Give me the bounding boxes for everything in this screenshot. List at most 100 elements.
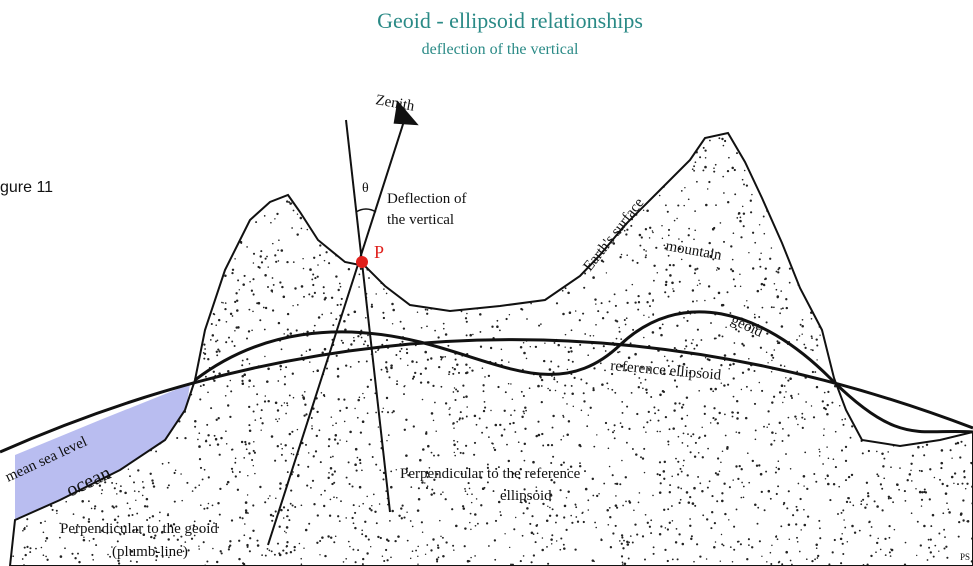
stipple-dot <box>300 217 303 220</box>
stipple-dot <box>58 241 60 243</box>
stipple-dot <box>305 141 307 143</box>
stipple-dot <box>791 397 793 399</box>
stipple-dot <box>383 288 385 290</box>
stipple-dot <box>961 313 963 315</box>
stipple-dot <box>441 264 443 266</box>
stipple-dot <box>603 345 605 347</box>
stipple-dot <box>889 305 891 307</box>
perp-geoid-label: Perpendicular to the geoid <box>60 521 218 537</box>
stipple-dot <box>354 463 357 466</box>
stipple-dot <box>581 410 583 412</box>
stipple-dot <box>153 485 155 487</box>
stipple-dot <box>748 143 750 145</box>
stipple-dot <box>162 463 164 465</box>
stipple-dot <box>629 501 631 503</box>
stipple-dot <box>589 335 591 337</box>
stipple-dot <box>455 389 457 391</box>
stipple-dot <box>730 546 732 548</box>
stipple-dot <box>530 244 533 247</box>
stipple-dot <box>764 233 766 235</box>
stipple-dot <box>764 193 766 195</box>
stipple-dot <box>930 402 931 403</box>
stipple-dot <box>861 237 863 239</box>
stipple-dot <box>68 233 70 235</box>
stipple-dot <box>860 209 862 211</box>
stipple-dot <box>724 414 726 416</box>
stipple-dot <box>866 504 868 506</box>
stipple-dot <box>704 413 706 415</box>
stipple-dot <box>270 222 272 224</box>
stipple-dot <box>754 370 756 372</box>
stipple-dot <box>540 235 542 237</box>
stipple-dot <box>286 526 289 529</box>
stipple-dot <box>790 468 792 470</box>
stipple-dot <box>966 365 968 367</box>
stipple-dot <box>211 323 213 325</box>
stipple-dot <box>220 147 222 149</box>
stipple-dot <box>552 427 554 429</box>
stipple-dot <box>606 213 608 215</box>
stipple-dot <box>77 213 79 215</box>
stipple-dot <box>410 558 411 559</box>
stipple-dot <box>741 497 743 499</box>
stipple-dot <box>869 250 871 252</box>
stipple-dot <box>468 136 470 138</box>
stipple-dot <box>357 417 359 419</box>
stipple-dot <box>312 284 314 286</box>
stipple-dot <box>845 180 847 182</box>
stipple-dot <box>313 371 314 372</box>
stipple-dot <box>7 417 9 419</box>
stipple-dot <box>45 328 47 330</box>
stipple-dot <box>175 470 177 472</box>
stipple-dot <box>635 165 637 167</box>
stipple-dot <box>664 356 666 358</box>
stipple-dot <box>609 150 611 152</box>
stipple-dot <box>825 226 827 228</box>
stipple-dot <box>403 517 405 519</box>
stipple-dot <box>366 496 368 498</box>
stipple-dot <box>531 515 533 517</box>
stipple-dot <box>575 516 577 518</box>
stipple-dot <box>805 401 807 403</box>
stipple-dot <box>365 317 367 319</box>
stipple-dot <box>850 265 852 267</box>
stipple-dot <box>168 462 170 464</box>
stipple-dot <box>261 409 263 411</box>
stipple-dot <box>488 293 490 295</box>
stipple-dot <box>716 500 718 502</box>
stipple-dot <box>771 143 773 145</box>
stipple-dot <box>369 507 371 509</box>
stipple-dot <box>715 204 717 206</box>
stipple-dot <box>278 239 280 241</box>
stipple-dot <box>909 227 911 229</box>
stipple-dot <box>919 491 922 494</box>
stipple-dot <box>264 329 266 331</box>
stipple-dot <box>592 495 594 497</box>
stipple-dot <box>672 520 674 522</box>
stipple-dot <box>757 523 759 525</box>
stipple-dot <box>915 198 916 199</box>
stipple-dot <box>441 280 443 282</box>
stipple-dot <box>354 527 356 529</box>
stipple-dot <box>795 132 797 134</box>
stipple-dot <box>887 409 889 411</box>
stipple-dot <box>771 306 773 308</box>
stipple-dot <box>717 457 719 459</box>
stipple-dot <box>889 537 891 539</box>
stipple-dot <box>427 359 429 361</box>
stipple-dot <box>11 218 13 220</box>
stipple-dot <box>877 312 879 314</box>
stipple-dot <box>835 191 837 193</box>
stipple-dot <box>816 345 818 347</box>
stipple-dot <box>529 207 531 209</box>
stipple-dot <box>293 261 295 263</box>
stipple-dot <box>636 151 639 154</box>
stipple-dot <box>748 358 750 360</box>
stipple-dot <box>428 155 430 157</box>
stipple-dot <box>889 551 891 553</box>
stipple-dot <box>338 398 340 400</box>
stipple-dot <box>51 246 53 248</box>
stipple-dot <box>805 182 807 184</box>
stipple-dot <box>103 415 104 416</box>
stipple-dot <box>84 159 87 162</box>
